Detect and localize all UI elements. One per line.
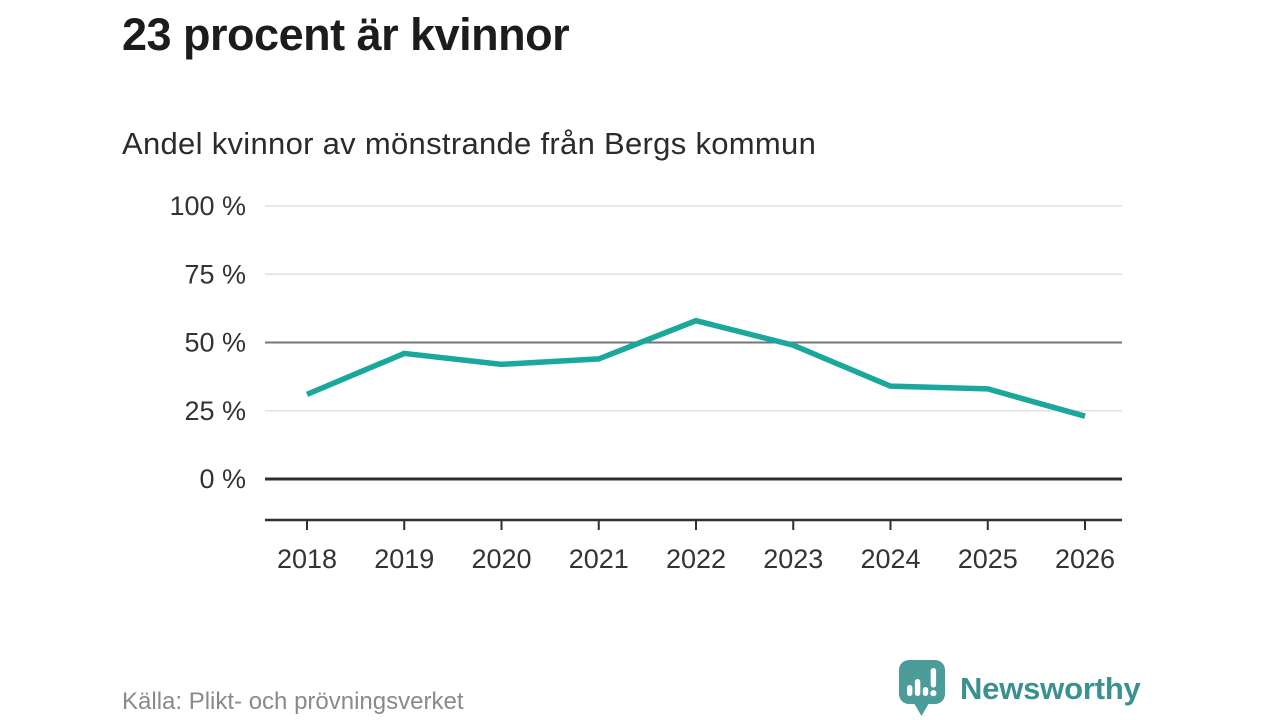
newsworthy-wordmark: Newsworthy <box>960 670 1141 706</box>
data-line <box>305 317 1086 419</box>
y-tick-label: 75 % <box>184 259 246 289</box>
x-tick-label: 2022 <box>666 544 726 574</box>
x-tick-label: 2020 <box>471 544 531 574</box>
logo-exclamation-stem <box>930 668 937 688</box>
x-tick-label: 2023 <box>763 544 823 574</box>
chart-subtitle: Andel kvinnor av mönstrande från Bergs k… <box>122 126 817 161</box>
logo-bar-2 <box>914 679 921 696</box>
source-credit: Källa: Plikt- och prövningsverket <box>122 688 464 715</box>
x-tick-label: 2018 <box>277 544 337 574</box>
x-tick-label: 2025 <box>958 544 1018 574</box>
y-tick-label: 25 % <box>184 396 246 426</box>
x-tick-label: 2026 <box>1055 544 1115 574</box>
y-tick-label: 0 % <box>199 464 246 494</box>
headline: 23 procent är kvinnor <box>122 9 570 60</box>
y-tick-label: 100 % <box>169 191 246 221</box>
newsworthy-logo: Newsworthy <box>899 660 1141 717</box>
y-tick-label: 50 % <box>184 328 246 358</box>
x-tick-label: 2019 <box>374 544 434 574</box>
newsworthy-logo-icon <box>899 660 945 716</box>
logo-speech-bubble <box>899 660 945 716</box>
logo-bar-3 <box>922 687 929 696</box>
logo-exclamation-dot <box>930 690 937 697</box>
logo-bar-1 <box>907 685 913 696</box>
x-tick-label: 2021 <box>569 544 629 574</box>
x-tick-label: 2024 <box>860 544 920 574</box>
